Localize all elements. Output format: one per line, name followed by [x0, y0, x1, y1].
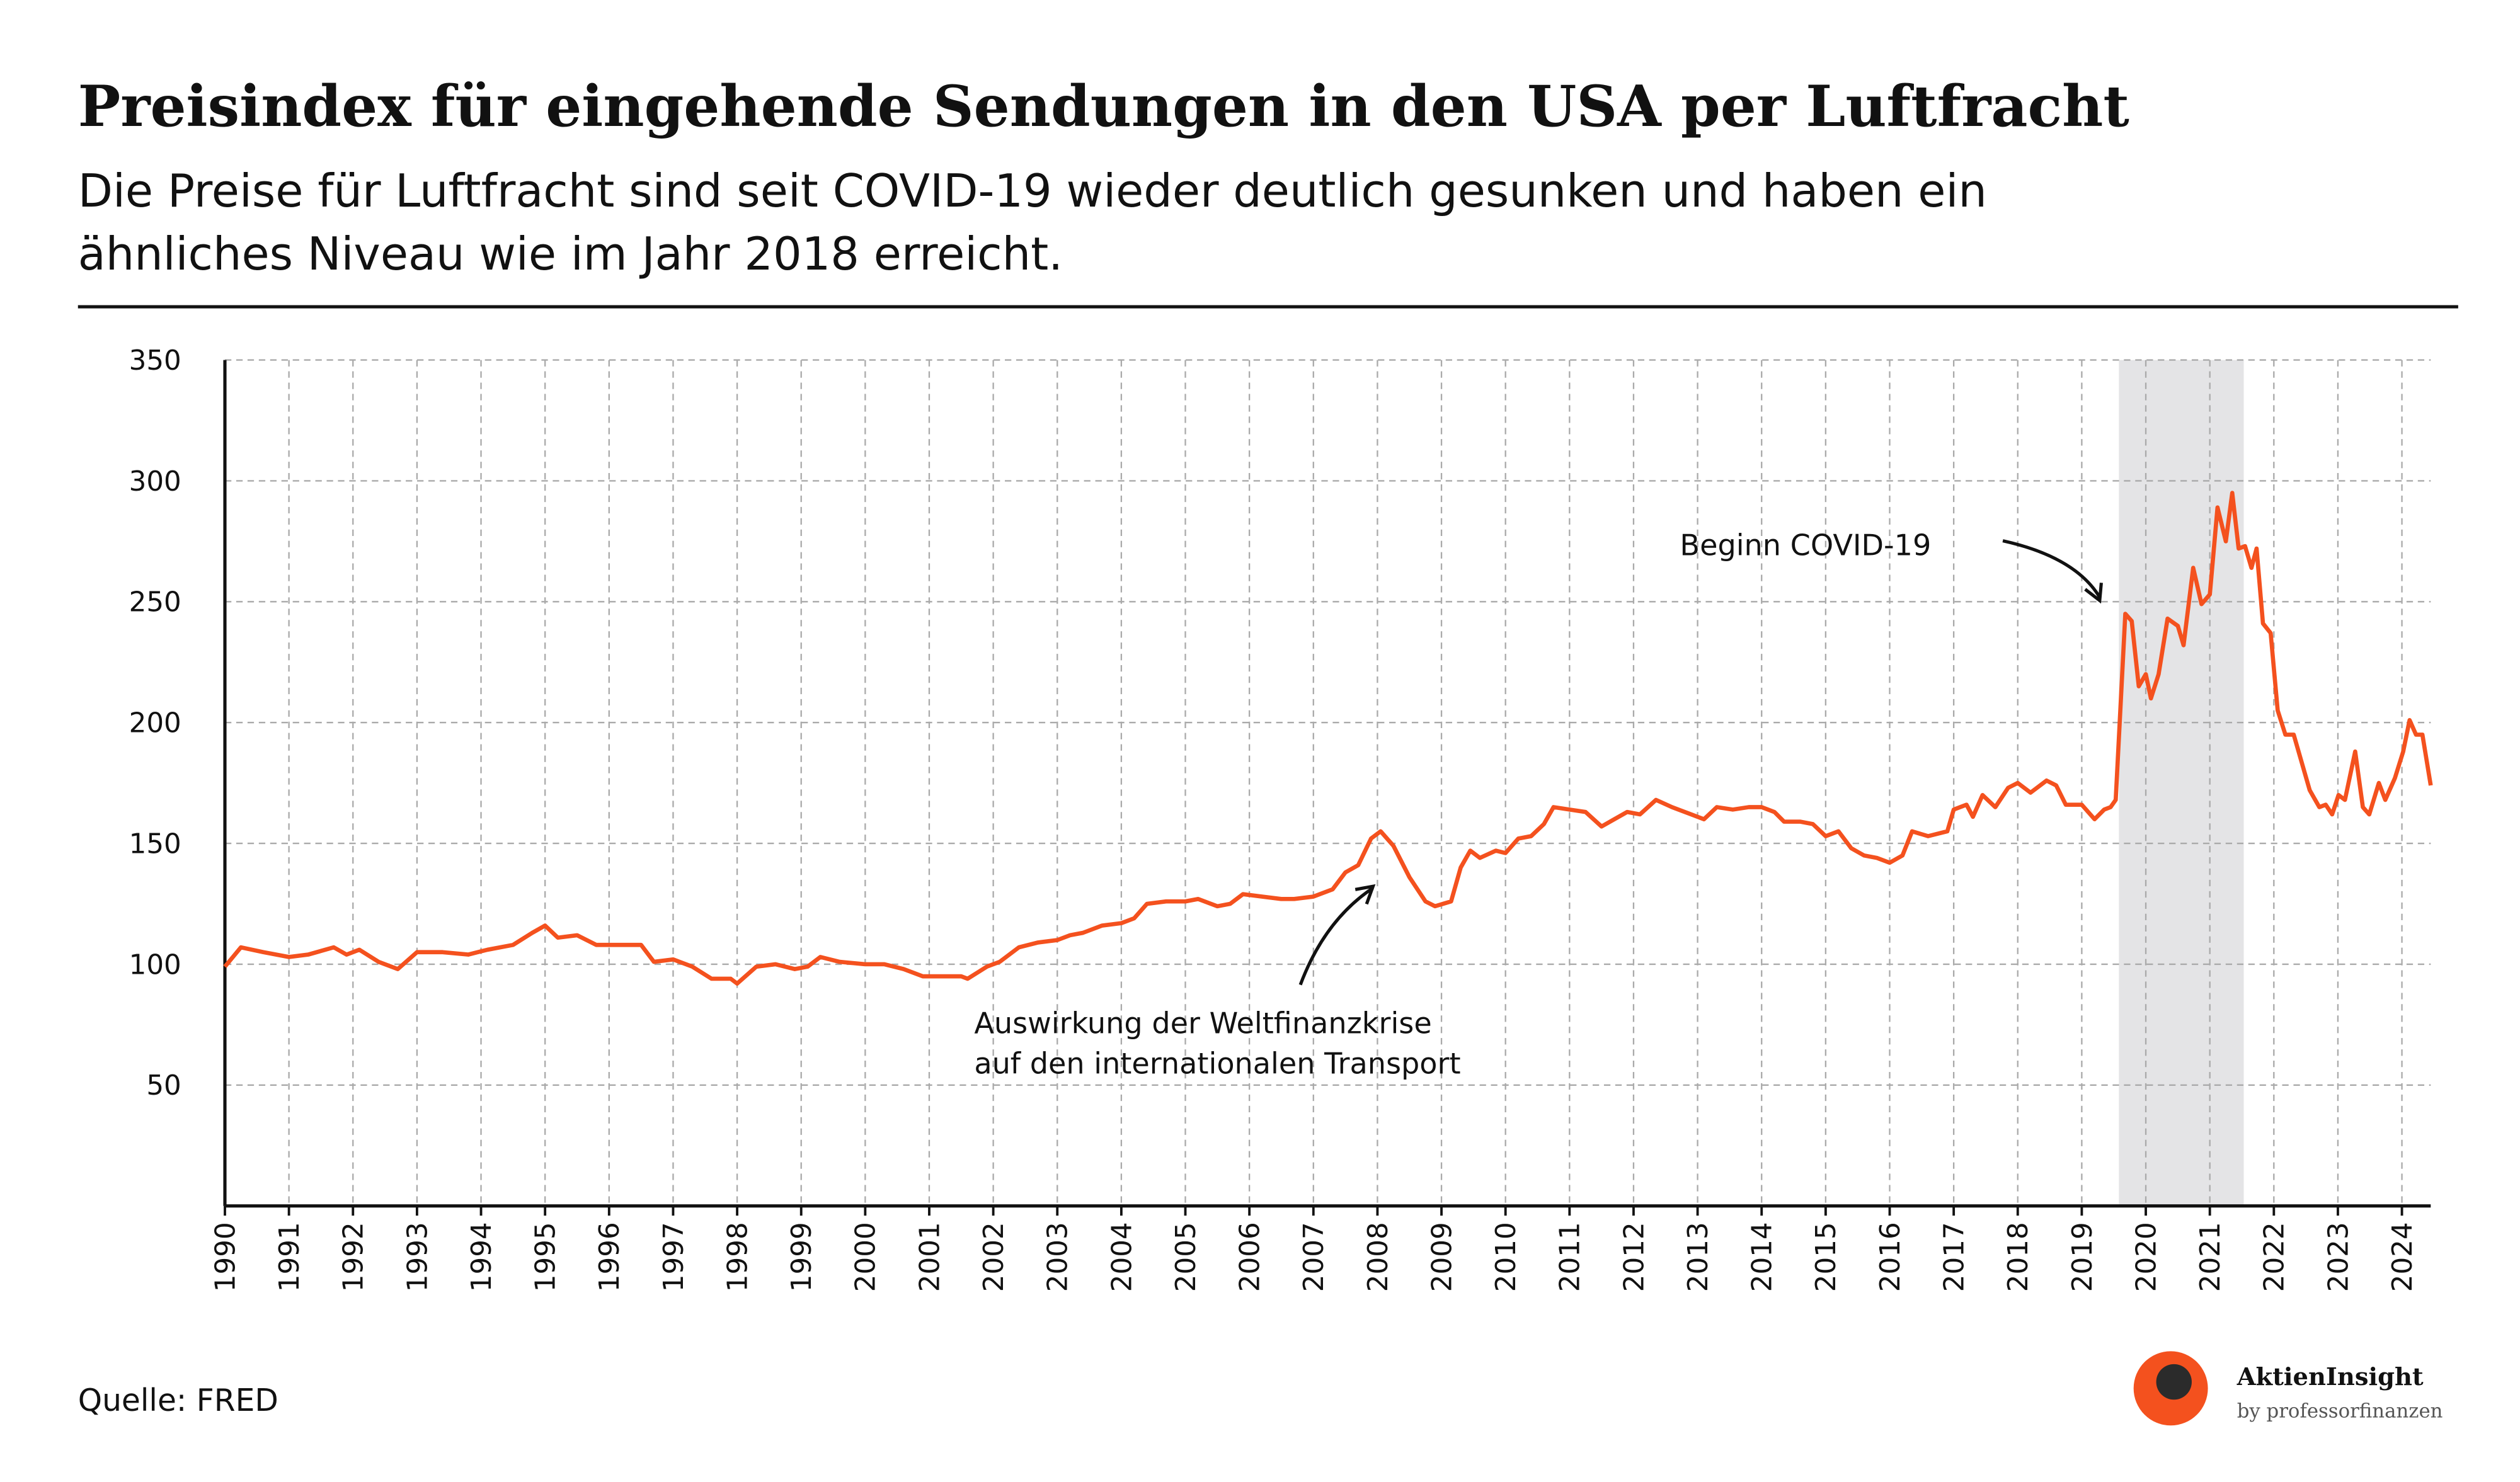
x-tick-label: 2010	[1491, 1222, 1522, 1292]
x-tick-label: 1999	[786, 1222, 818, 1292]
x-tick-label: 2004	[1106, 1222, 1138, 1292]
subtitle-line: ähnliches Niveau wie im Jahr 2018 erreic…	[78, 227, 1063, 280]
covid-shade	[2119, 360, 2244, 1206]
x-tick-label: 2016	[1875, 1222, 1906, 1292]
y-tick-label: 200	[129, 708, 181, 739]
x-tick-label: 2015	[1811, 1222, 1842, 1292]
annotation: auf den internationalen Transport	[974, 1047, 1460, 1081]
x-tick-label: 1996	[594, 1222, 626, 1292]
x-tick-label: 1991	[274, 1222, 306, 1292]
x-tick-label: 2020	[2131, 1222, 2162, 1292]
y-tick-label: 250	[129, 587, 181, 618]
x-tick-label: 1995	[530, 1222, 562, 1292]
data-line	[223, 491, 2433, 986]
x-tick-label: 2018	[2003, 1222, 2034, 1292]
x-tick-label: 1994	[466, 1222, 498, 1292]
x-tick-label: 2011	[1555, 1222, 1586, 1292]
logo-face	[2156, 1364, 2192, 1400]
x-tick-label: 2007	[1298, 1222, 1330, 1292]
chart-title: Preisindex für eingehende Sendungen in d…	[78, 74, 2129, 140]
y-tick-label: 150	[129, 828, 181, 860]
source: Quelle: FRED	[78, 1383, 278, 1418]
y-tick-label: 100	[129, 949, 181, 981]
x-tick-label: 2001	[914, 1222, 946, 1292]
x-tick-label: 2012	[1618, 1222, 1650, 1292]
annotation: Beginn COVID-19	[1680, 528, 1931, 562]
x-tick-label: 2017	[1939, 1222, 1971, 1292]
plot-area: 50 100 150 200 250 300 350 1990 1991 1992 1993 1994…	[129, 345, 2433, 1292]
brand-name: AktienInsight	[2236, 1363, 2424, 1391]
arrow-head	[1354, 884, 1376, 905]
x-tick-label: 2003	[1043, 1222, 1074, 1292]
x-tick-label: 1993	[402, 1222, 433, 1292]
brand-tagline: by professorfinanzen	[2237, 1399, 2443, 1422]
x-tick-label: 2023	[2323, 1222, 2354, 1292]
x-tick-label: 1998	[722, 1222, 753, 1292]
annotation: Auswirkung der Weltfinanzkrise	[974, 1006, 1431, 1040]
x-tick-label: 1997	[658, 1222, 690, 1292]
x-tick-label: 1990	[210, 1222, 241, 1292]
x-tick-label: 2024	[2387, 1222, 2419, 1292]
x-tick-label: 2022	[2259, 1222, 2291, 1292]
x-tick-label: 2019	[2067, 1222, 2099, 1292]
x-tick-label: 2021	[2195, 1222, 2226, 1292]
annotation-arrow	[2002, 539, 2102, 598]
x-tick-label: 2005	[1171, 1222, 1202, 1292]
x-tick-label: 2006	[1235, 1222, 1266, 1292]
x-tick-label: 2002	[978, 1222, 1010, 1292]
y-tick-label: 50	[146, 1070, 181, 1102]
x-tick-label: 2009	[1426, 1222, 1458, 1292]
subtitle-line: Die Preise für Luftfracht sind seit COVI…	[78, 164, 1987, 217]
x-tick-label: 2008	[1363, 1222, 1394, 1292]
annotation-arrow	[1298, 886, 1374, 986]
x-tick-label: 2014	[1747, 1222, 1778, 1292]
x-tick-label: 1992	[338, 1222, 370, 1292]
y-tick-label: 300	[129, 466, 181, 498]
arrow-head	[2084, 583, 2103, 604]
x-tick-label: 2013	[1683, 1222, 1714, 1292]
x-tick-label: 2000	[850, 1222, 882, 1292]
y-tick-label: 350	[129, 345, 181, 377]
